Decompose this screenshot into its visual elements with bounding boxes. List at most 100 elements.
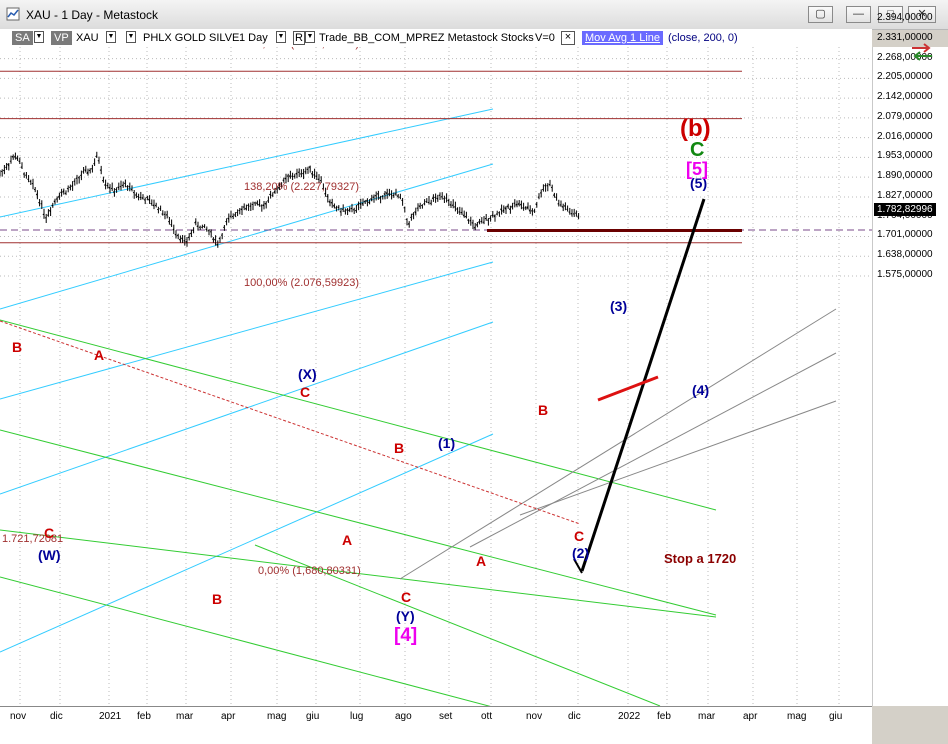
close-window-icon[interactable]: ✕	[908, 6, 936, 23]
close-expert-button[interactable]: ×	[561, 31, 575, 45]
price-bar-open-tick	[471, 222, 474, 224]
price-bar-open-tick	[233, 214, 236, 216]
price-bar-open-tick	[121, 184, 124, 187]
price-bar-open-tick	[66, 187, 69, 190]
x-tick-label: ott	[481, 711, 493, 722]
price-bar-open-tick	[275, 187, 278, 191]
projection-arrow-down	[573, 558, 583, 574]
price-bar-open-tick	[137, 195, 139, 198]
x-tick-label: mar	[698, 711, 716, 722]
price-bar-open-tick	[60, 191, 62, 194]
price-bar-open-tick	[244, 207, 247, 210]
period-dropdown-icon[interactable]: ▼	[276, 31, 286, 43]
price-bar-open-tick	[35, 193, 38, 196]
price-bar-open-tick	[530, 209, 533, 212]
price-bar-open-tick	[227, 217, 230, 220]
price-bar-open-tick	[71, 184, 73, 187]
y-tick-label: 2.205,00000	[877, 71, 933, 83]
symbol-dropdown-icon[interactable]: ▼	[106, 31, 116, 43]
support-level-label: 1.721,72081	[2, 533, 64, 545]
x-tick-label: mag	[787, 711, 807, 722]
wave-label: (W)	[38, 547, 61, 563]
price-bar-open-tick	[277, 186, 280, 190]
x-tick-label: lug	[350, 711, 364, 722]
chart-plot-area[interactable]: 200,00% (2.472,39513) 138,20% (2.227,7932…	[0, 47, 872, 706]
sa-dropdown-icon[interactable]: ▼	[34, 31, 44, 43]
price-bar-open-tick	[361, 202, 364, 205]
price-bar-open-tick	[519, 203, 522, 206]
price-bar-open-tick	[141, 197, 144, 200]
price-bar-open-tick	[20, 166, 23, 168]
price-bar-open-tick	[176, 234, 179, 237]
price-bar-open-tick	[205, 228, 208, 231]
restore-chart-icon[interactable]: ▢	[808, 6, 833, 23]
price-bar-open-tick	[203, 225, 205, 228]
vp-tag[interactable]: VP	[51, 31, 72, 45]
price-bar-open-tick	[172, 228, 175, 231]
price-bar-open-tick	[396, 195, 399, 198]
x-tick-label: 2021	[99, 711, 122, 722]
security-dropdown-icon[interactable]: ▼	[126, 31, 136, 43]
price-bar-open-tick	[357, 203, 359, 206]
price-bar-open-tick	[418, 205, 421, 208]
red-dashed-trendline	[0, 320, 581, 525]
gray-channel-line	[519, 400, 837, 516]
price-bar-open-tick	[55, 198, 58, 200]
symbol-label[interactable]: XAU	[76, 32, 99, 44]
price-bar-open-tick	[337, 206, 340, 209]
wave-label: A	[476, 553, 487, 569]
price-bar-open-tick	[53, 200, 56, 203]
green-channel-line	[0, 429, 717, 616]
price-bar-open-tick	[187, 236, 190, 239]
price-bar-open-tick	[372, 196, 375, 198]
expert-label[interactable]: Trade_BB_COM_MPREZ Metastock Stocks	[319, 32, 534, 44]
price-bar-open-tick	[480, 220, 483, 223]
cyan-channel-line	[0, 321, 494, 495]
price-bar-open-tick	[196, 225, 199, 227]
price-bar-open-tick	[324, 192, 326, 195]
red-breakout-line	[597, 375, 659, 402]
title-bar[interactable]: XAU - 1 Day - Metastock ▢ — □ ✕	[0, 0, 948, 30]
x-tick-label: ago	[395, 711, 412, 722]
price-bar-open-tick	[508, 207, 511, 211]
price-bar-open-tick	[522, 207, 524, 209]
price-bar-open-tick	[376, 193, 379, 195]
price-bar-open-tick	[57, 195, 60, 198]
projection-arrow-up	[580, 198, 706, 572]
r-dropdown-icon[interactable]: ▼	[305, 31, 315, 43]
price-bar-open-tick	[284, 177, 287, 180]
wave-label: B	[394, 440, 405, 456]
price-bar-open-tick	[288, 175, 291, 178]
sa-tag[interactable]: SA	[12, 31, 33, 45]
x-tick-label: 2022	[618, 711, 641, 722]
price-bar-open-tick	[295, 172, 298, 175]
y-tick-label: 1.827,00000	[877, 189, 933, 201]
price-bar-open-tick	[189, 232, 192, 235]
price-bar-open-tick	[379, 196, 381, 199]
compare-arrows-icon[interactable]	[908, 40, 936, 64]
r-mode-button[interactable]: R	[293, 31, 305, 45]
x-tick-label: set	[439, 711, 453, 722]
minimize-icon[interactable]: —	[846, 6, 871, 23]
wave-label: [4]	[394, 625, 418, 646]
price-bar-open-tick	[152, 204, 155, 207]
price-bar-open-tick	[291, 175, 293, 178]
price-bar-open-tick	[499, 208, 503, 211]
price-bar-open-tick	[365, 199, 368, 202]
stop-label: Stop a 1720	[664, 551, 737, 566]
indicator-label[interactable]: Mov Avg 1 Line	[582, 31, 664, 45]
price-bar-open-tick	[185, 240, 188, 243]
x-tick-label: nov	[526, 711, 543, 722]
price-bar-open-tick	[359, 202, 362, 206]
maximize-icon[interactable]: □	[878, 6, 903, 23]
price-bar-open-tick	[526, 205, 529, 209]
price-bar-open-tick	[478, 221, 480, 224]
price-bar-open-tick	[101, 179, 104, 182]
price-bar-open-tick	[68, 186, 71, 189]
period-label[interactable]: 1 Day	[239, 32, 268, 44]
cyan-channel-line	[0, 163, 494, 310]
price-bar-open-tick	[280, 183, 282, 186]
price-bar-open-tick	[211, 238, 214, 240]
price-bar-open-tick	[304, 171, 307, 173]
